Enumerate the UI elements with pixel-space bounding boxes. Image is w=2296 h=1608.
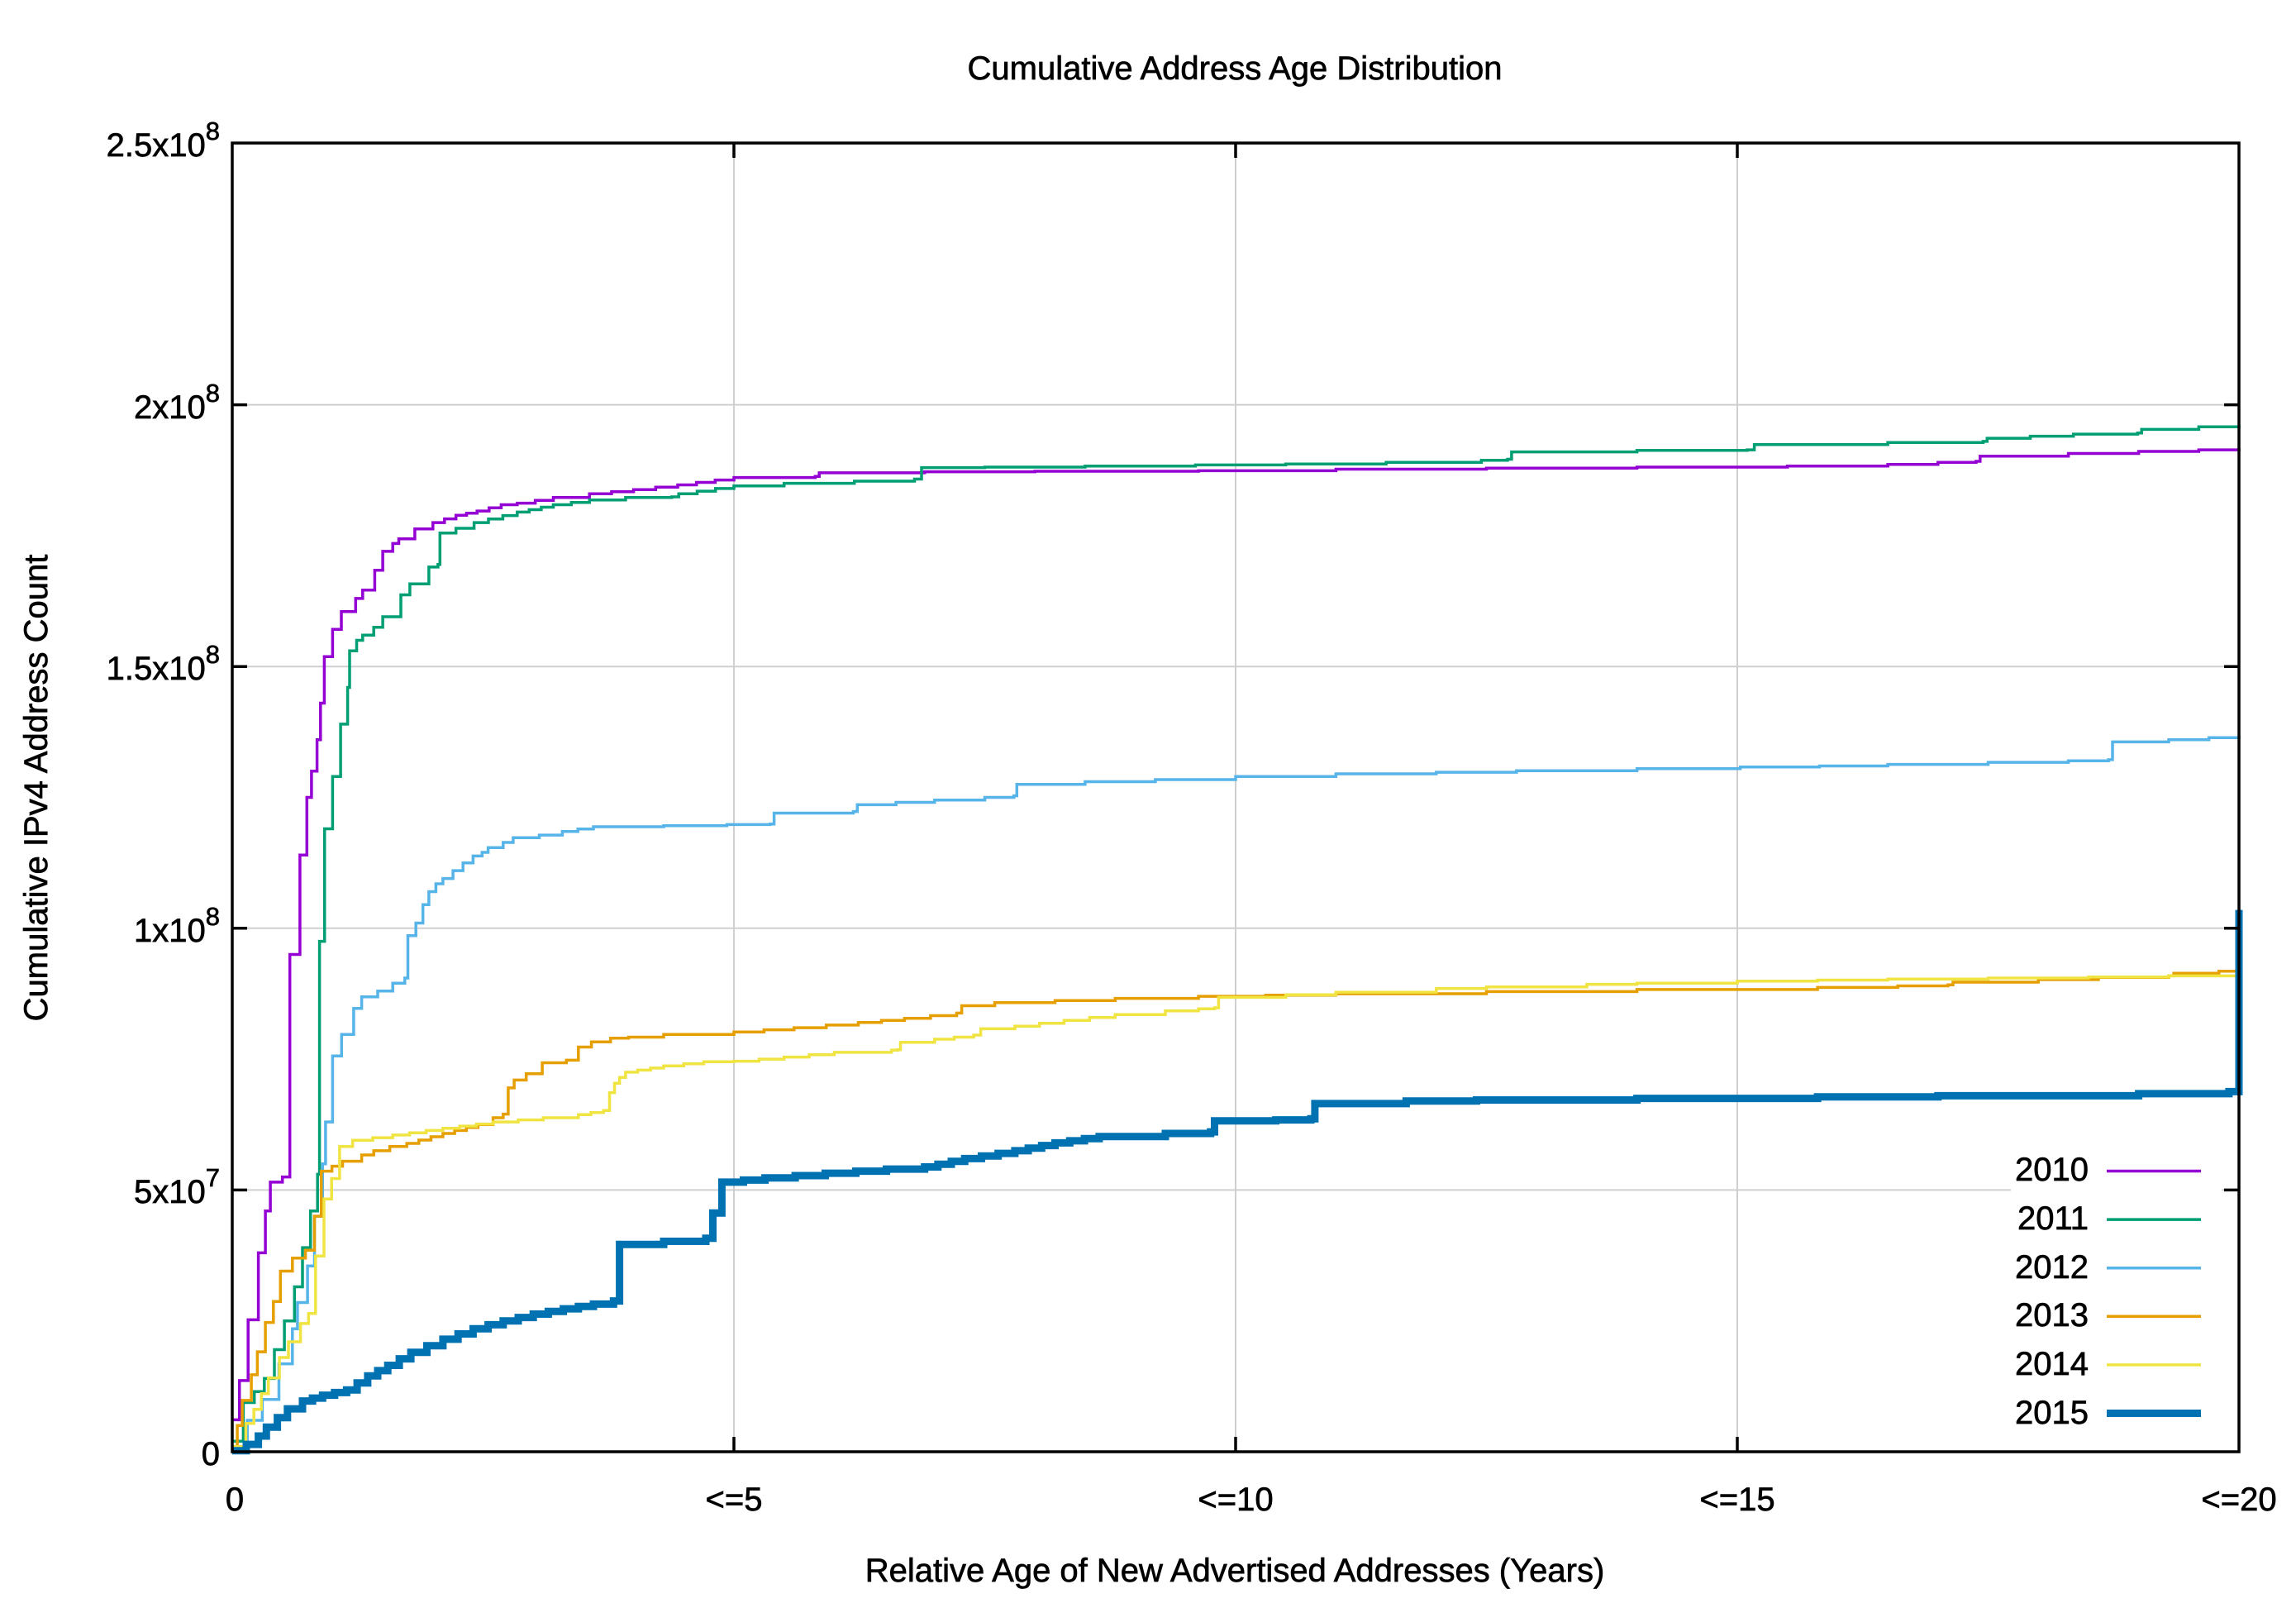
svg-text:2011: 2011 bbox=[2017, 1200, 2089, 1237]
svg-text:2015: 2015 bbox=[2015, 1395, 2089, 1431]
svg-text:<=5: <=5 bbox=[706, 1482, 763, 1518]
svg-text:Relative Age of New Advertised: Relative Age of New Advertised Addresses… bbox=[865, 1553, 1605, 1589]
svg-text:2013: 2013 bbox=[2015, 1297, 2089, 1334]
svg-text:0: 0 bbox=[202, 1436, 220, 1472]
svg-text:Cumulative IPv4 Address Count: Cumulative IPv4 Address Count bbox=[18, 555, 55, 1022]
svg-text:<=10: <=10 bbox=[1198, 1482, 1273, 1518]
svg-text:2010: 2010 bbox=[2015, 1152, 2089, 1188]
svg-text:0: 0 bbox=[226, 1482, 244, 1518]
svg-text:2012: 2012 bbox=[2015, 1249, 2089, 1286]
svg-text:<=15: <=15 bbox=[1699, 1482, 1774, 1518]
svg-text:Cumulative Address Age Distrib: Cumulative Address Age Distribution bbox=[968, 50, 1503, 87]
svg-text:2014: 2014 bbox=[2015, 1346, 2089, 1382]
svg-text:<=20: <=20 bbox=[2201, 1482, 2276, 1518]
